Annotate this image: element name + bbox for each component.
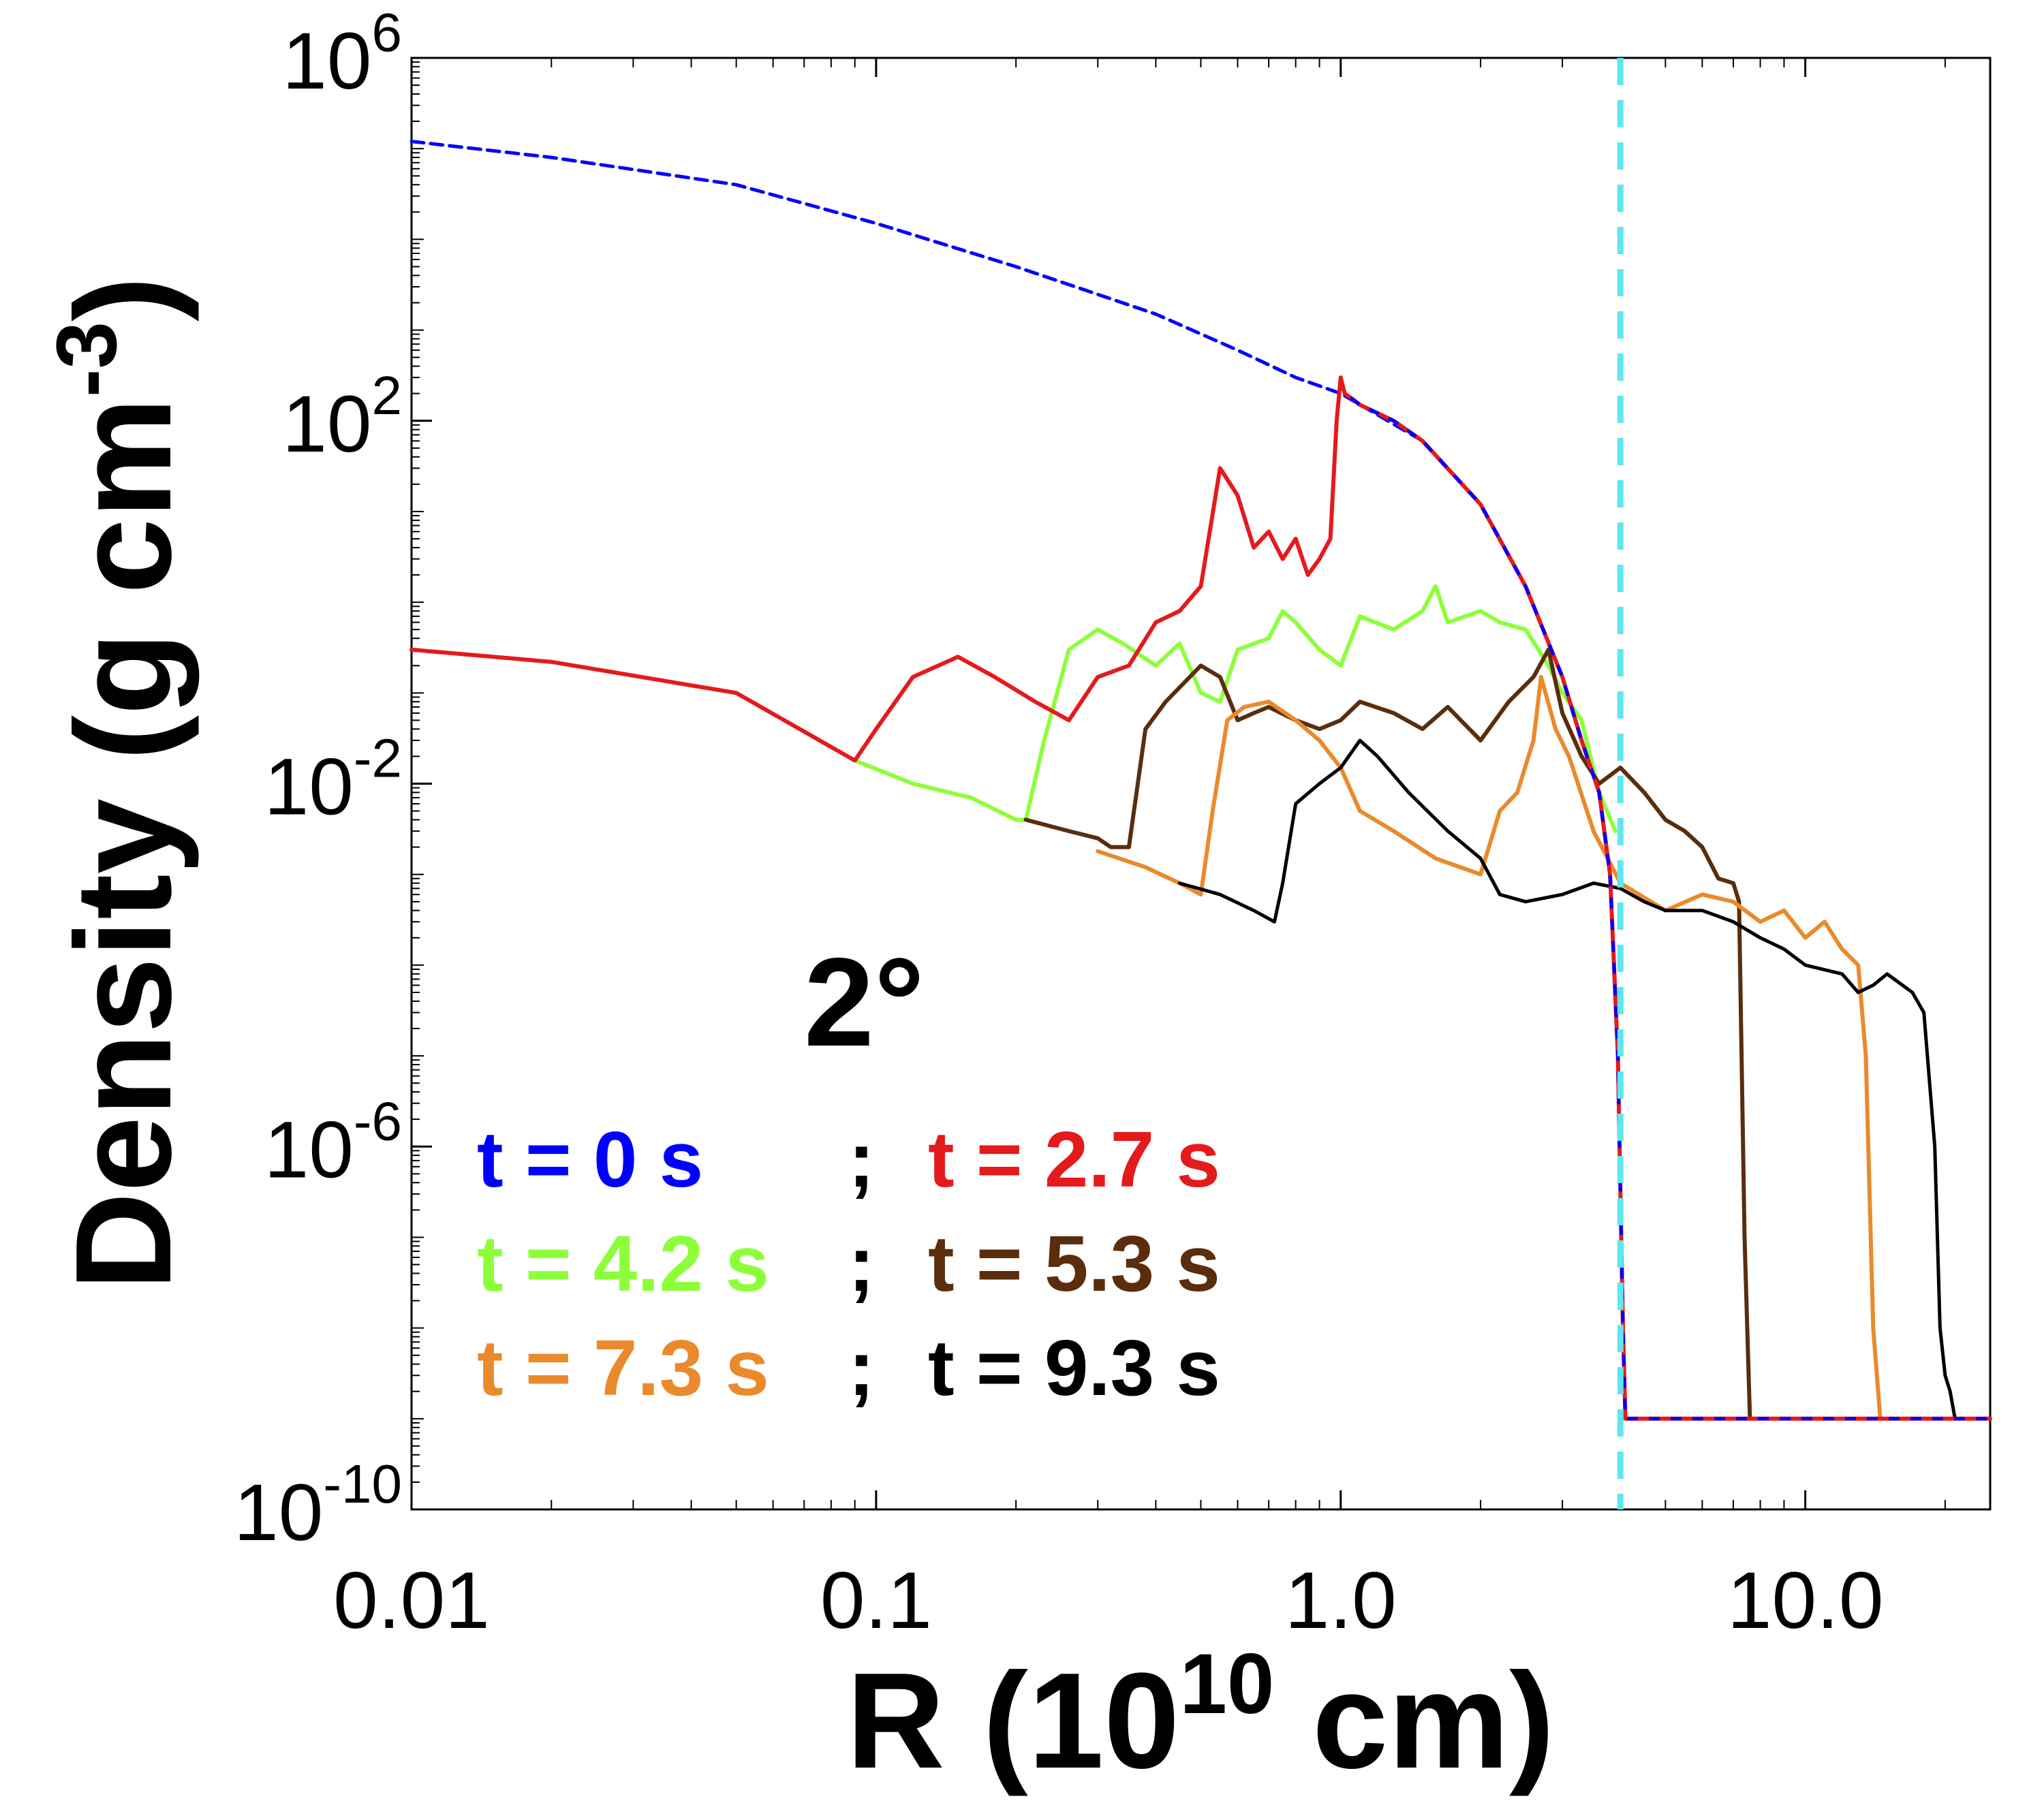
major-ticks xyxy=(410,57,1807,1511)
series-line-t-2-7-s xyxy=(409,375,1992,1421)
x-tick-label: 1.0 xyxy=(1285,1556,1397,1646)
legend-entry-t2-7: t = 2.7 s xyxy=(928,1115,1220,1204)
series-line-t-5-3-s xyxy=(1023,647,1752,1421)
series-line-envelope-overlay xyxy=(1349,396,1990,1421)
x-tick-labels: 0.01 0.1 1.0 10.0 xyxy=(333,1556,1883,1646)
x-tick-label: 0.01 xyxy=(333,1556,490,1646)
legend-entry-t7-3: t = 7.3 s xyxy=(477,1323,769,1412)
legend-entry-t5-3: t = 5.3 s xyxy=(928,1219,1220,1308)
legend-separator: ; xyxy=(848,1219,875,1308)
series-layer xyxy=(409,140,1992,1421)
y-tick-label: 10-6 xyxy=(264,1091,402,1195)
x-tick-label: 10.0 xyxy=(1727,1556,1884,1646)
series-line-t-9-3-s xyxy=(1177,738,1957,1421)
y-axis-title: Density (g cm-3) xyxy=(40,276,200,1290)
series-line-t-4-2-s xyxy=(852,584,1617,834)
legend-separator: ; xyxy=(848,1115,875,1204)
legend: t = 0 s ; t = 2.7 s t = 4.2 s ; t = 5.3 … xyxy=(477,1115,1220,1412)
legend-separator: ; xyxy=(848,1323,875,1412)
y-tick-label: 10-2 xyxy=(264,728,402,832)
x-axis-title: R (1010 cm) xyxy=(846,1637,1554,1797)
y-tick-label: 106 xyxy=(282,2,402,106)
y-tick-labels: 10-10 10-6 10-2 102 106 xyxy=(234,2,402,1558)
legend-entry-t9-3: t = 9.3 s xyxy=(928,1323,1220,1412)
legend-entry-t4-2: t = 4.2 s xyxy=(477,1219,769,1308)
y-tick-label: 102 xyxy=(282,365,402,469)
series-line-t-7-3-s xyxy=(1096,674,1883,1421)
minor-ticks xyxy=(412,57,1946,1510)
angle-annotation: 2° xyxy=(804,932,925,1073)
x-tick-label: 0.1 xyxy=(820,1556,932,1646)
legend-entry-t0: t = 0 s xyxy=(477,1115,703,1204)
y-tick-label: 10-10 xyxy=(234,1454,402,1558)
